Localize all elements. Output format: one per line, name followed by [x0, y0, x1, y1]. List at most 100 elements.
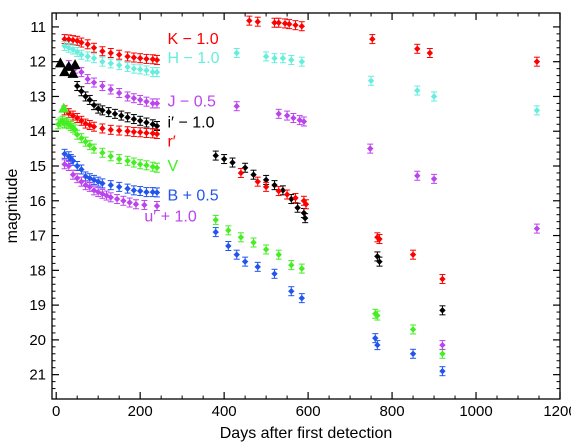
data-point — [136, 96, 144, 104]
data-point — [288, 287, 295, 295]
series-group — [61, 148, 446, 377]
series-label: r′ — [167, 134, 175, 151]
data-point — [124, 93, 131, 100]
data-point — [65, 36, 72, 43]
data-point — [78, 68, 85, 76]
series-group — [61, 105, 446, 285]
data-point — [250, 239, 257, 246]
data-point — [271, 55, 278, 62]
data-point — [275, 187, 282, 195]
data-point — [212, 216, 219, 224]
data-point — [86, 174, 93, 182]
data-point — [59, 117, 66, 125]
data-point — [69, 171, 77, 178]
series-group — [61, 41, 541, 116]
series-label: K − 1.0 — [167, 31, 218, 48]
data-point — [107, 86, 114, 93]
data-point — [262, 176, 270, 184]
data-point — [124, 114, 131, 121]
data-point — [99, 149, 106, 156]
data-point — [414, 45, 421, 53]
data-point — [149, 100, 156, 107]
data-point — [430, 93, 438, 100]
data-point — [414, 172, 421, 179]
data-point — [153, 68, 161, 76]
data-point — [120, 197, 127, 204]
series-group — [65, 60, 541, 234]
data-point — [136, 187, 144, 195]
data-point — [78, 39, 85, 46]
data-point — [153, 202, 161, 210]
data-point — [237, 169, 245, 177]
data-point — [288, 195, 295, 203]
data-point — [288, 56, 295, 64]
y-tick-label: 19 — [29, 297, 46, 314]
series-label: u′ + 1.0 — [144, 208, 196, 225]
series-label: J − 0.5 — [167, 94, 216, 111]
data-point — [281, 20, 289, 27]
triangle-point — [69, 59, 81, 70]
data-point — [99, 82, 106, 90]
data-point — [149, 68, 156, 76]
data-point — [212, 228, 219, 236]
data-point — [153, 122, 161, 130]
data-point — [130, 187, 138, 194]
data-point — [288, 261, 295, 269]
data-point — [286, 20, 293, 28]
tick-labels: 0 200 400 600 800 1000 1200 11 12 13 14 15 16 17 18 19 2… — [29, 19, 571, 420]
data-point — [292, 194, 299, 202]
y-tick-label: 12 — [29, 54, 46, 71]
x-tick-label: 800 — [380, 403, 405, 420]
data-point — [90, 123, 98, 130]
data-point — [153, 164, 161, 171]
data-point — [376, 258, 383, 265]
x-tick-label: 200 — [128, 403, 153, 420]
data-point — [86, 183, 93, 191]
y-tick-label: 20 — [29, 332, 46, 349]
data-point — [90, 145, 98, 152]
data-point — [99, 180, 106, 187]
data-point — [143, 188, 150, 196]
data-point — [220, 155, 228, 163]
x-axis-title: Days after first detection — [220, 425, 393, 442]
data-point — [69, 157, 77, 164]
data-point — [409, 326, 417, 333]
data-point — [130, 94, 138, 102]
data-point — [61, 35, 68, 43]
triangle-point — [54, 57, 66, 68]
series-label: i′ − 1.0 — [167, 115, 214, 132]
data-point — [82, 181, 89, 189]
data-point — [130, 159, 138, 166]
data-point — [271, 181, 278, 189]
data-point — [73, 174, 81, 182]
data-point — [294, 204, 301, 211]
data-point — [105, 108, 112, 116]
data-point — [69, 112, 77, 119]
data-point — [107, 60, 114, 67]
y-tick-label: 14 — [29, 123, 46, 140]
y-tick-label: 15 — [29, 158, 46, 175]
data-point — [143, 67, 150, 74]
data-point — [271, 19, 278, 26]
data-point — [246, 17, 253, 24]
data-point — [61, 161, 68, 168]
data-point — [78, 88, 85, 95]
data-point — [61, 42, 68, 50]
data-point — [275, 110, 282, 118]
data-point — [103, 192, 110, 199]
data-point — [115, 51, 123, 58]
data-point — [82, 138, 89, 145]
data-point — [439, 307, 446, 314]
data-point — [124, 185, 131, 192]
data-point — [292, 21, 299, 29]
data-point — [124, 157, 131, 164]
data-point — [250, 171, 257, 178]
y-tick-label: 13 — [29, 88, 46, 105]
data-point — [124, 53, 131, 60]
series-label: V — [167, 158, 178, 175]
data-point — [99, 58, 106, 65]
data-point — [126, 199, 133, 206]
data-point — [65, 162, 72, 170]
data-point — [369, 35, 376, 43]
axis-ticks — [52, 13, 561, 399]
